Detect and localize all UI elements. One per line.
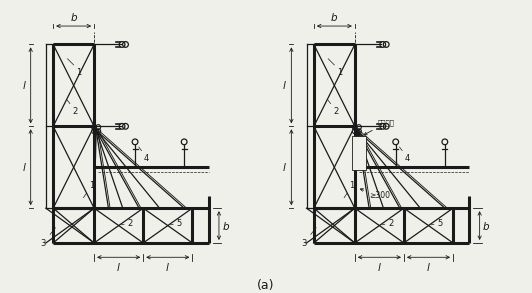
Text: $l$: $l$	[282, 161, 287, 173]
Text: $b$: $b$	[330, 11, 338, 23]
Text: 1: 1	[337, 68, 343, 77]
Text: $l$: $l$	[165, 261, 170, 273]
Text: $l$: $l$	[377, 261, 382, 273]
Text: 结构角柱: 结构角柱	[364, 120, 394, 135]
Text: (a): (a)	[257, 279, 275, 292]
Text: ≥300: ≥300	[360, 189, 390, 200]
Text: 2: 2	[128, 219, 133, 228]
Text: $b$: $b$	[222, 219, 230, 231]
Text: 5: 5	[437, 219, 443, 228]
Text: 1: 1	[89, 181, 94, 190]
Text: 4: 4	[144, 154, 149, 163]
Text: 4: 4	[405, 154, 410, 163]
Text: $l$: $l$	[22, 161, 27, 173]
Text: $b$: $b$	[70, 11, 78, 23]
Text: $l$: $l$	[282, 79, 287, 91]
Text: 1: 1	[77, 68, 82, 77]
Text: 2: 2	[333, 107, 338, 116]
Text: 3: 3	[301, 239, 306, 248]
FancyBboxPatch shape	[352, 136, 366, 170]
Text: $l$: $l$	[117, 261, 121, 273]
Text: 1: 1	[350, 181, 355, 190]
Text: $l$: $l$	[426, 261, 431, 273]
Text: 2: 2	[72, 107, 78, 116]
Text: 3: 3	[40, 239, 46, 248]
Text: $b$: $b$	[483, 219, 491, 231]
Text: 2: 2	[388, 219, 394, 228]
Text: $l$: $l$	[22, 79, 27, 91]
Text: 5: 5	[177, 219, 182, 228]
